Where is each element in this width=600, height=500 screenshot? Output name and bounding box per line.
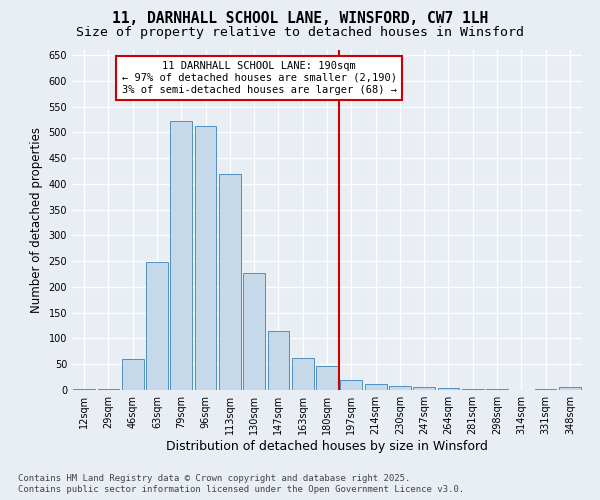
Bar	[365, 384, 386, 390]
Text: 11, DARNHALL SCHOOL LANE, WINSFORD, CW7 1LH: 11, DARNHALL SCHOOL LANE, WINSFORD, CW7 …	[112, 11, 488, 26]
Bar	[146, 262, 168, 390]
Y-axis label: Number of detached properties: Number of detached properties	[30, 127, 43, 313]
Text: Size of property relative to detached houses in Winsford: Size of property relative to detached ho…	[76, 26, 524, 39]
Text: Contains HM Land Registry data © Crown copyright and database right 2025.
Contai: Contains HM Land Registry data © Crown c…	[18, 474, 464, 494]
Bar	[292, 358, 314, 390]
Bar	[389, 386, 411, 390]
Bar	[462, 389, 484, 390]
Bar	[268, 331, 289, 390]
Bar	[340, 380, 362, 390]
Bar	[170, 120, 192, 390]
Bar	[97, 389, 119, 390]
Bar	[559, 388, 581, 390]
Bar	[316, 366, 338, 390]
X-axis label: Distribution of detached houses by size in Winsford: Distribution of detached houses by size …	[166, 440, 488, 453]
Bar	[243, 272, 265, 390]
Bar	[194, 126, 217, 390]
Text: 11 DARNHALL SCHOOL LANE: 190sqm
← 97% of detached houses are smaller (2,190)
3% : 11 DARNHALL SCHOOL LANE: 190sqm ← 97% of…	[121, 62, 397, 94]
Bar	[437, 388, 460, 390]
Bar	[73, 389, 95, 390]
Bar	[122, 359, 143, 390]
Bar	[413, 388, 435, 390]
Bar	[219, 174, 241, 390]
